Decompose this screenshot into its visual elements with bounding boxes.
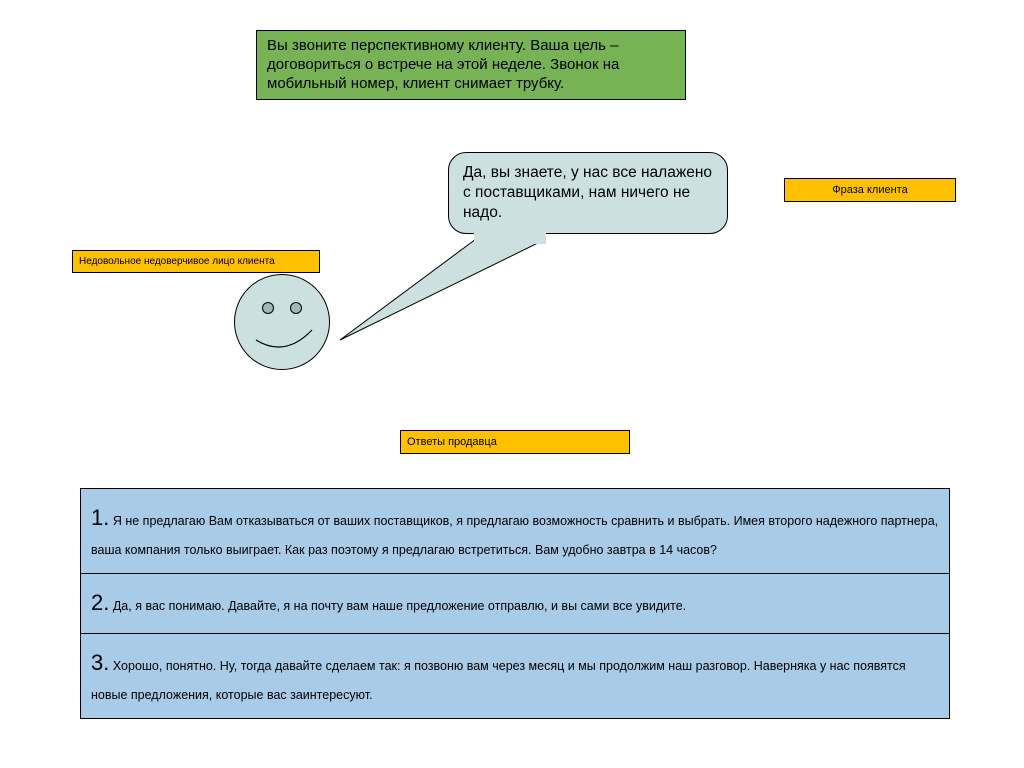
answer-text: Хорошо, понятно. Ну, тогда давайте сдела… (91, 659, 906, 702)
seller-answers-label: Ответы продавца (400, 430, 630, 454)
scenario-box: Вы звоните перспективному клиенту. Ваша … (256, 30, 686, 100)
face-description-label: Недовольное недоверчивое лицо клиента (72, 250, 320, 273)
face-eye-right (290, 302, 302, 314)
answer-number: 2. (91, 590, 109, 615)
face-eye-left (262, 302, 274, 314)
answer-row: 3. Хорошо, понятно. Ну, тогда давайте сд… (81, 634, 949, 718)
answer-text: Да, я вас понимаю. Давайте, я на почту в… (113, 599, 686, 613)
answer-text: Я не предлагаю Вам отказываться от ваших… (91, 514, 938, 557)
answer-number: 3. (91, 650, 109, 675)
answer-row: 1. Я не предлагаю Вам отказываться от ва… (81, 489, 949, 574)
client-phrase-label: Фраза клиента (784, 178, 956, 202)
client-face-icon (234, 274, 330, 370)
answers-box: 1. Я не предлагаю Вам отказываться от ва… (80, 488, 950, 719)
answer-number: 1. (91, 505, 109, 530)
speech-tail (340, 236, 540, 340)
answer-row: 2. Да, я вас понимаю. Давайте, я на почт… (81, 574, 949, 635)
client-speech-bubble: Да, вы знаете, у нас все налажено с пост… (448, 152, 728, 234)
